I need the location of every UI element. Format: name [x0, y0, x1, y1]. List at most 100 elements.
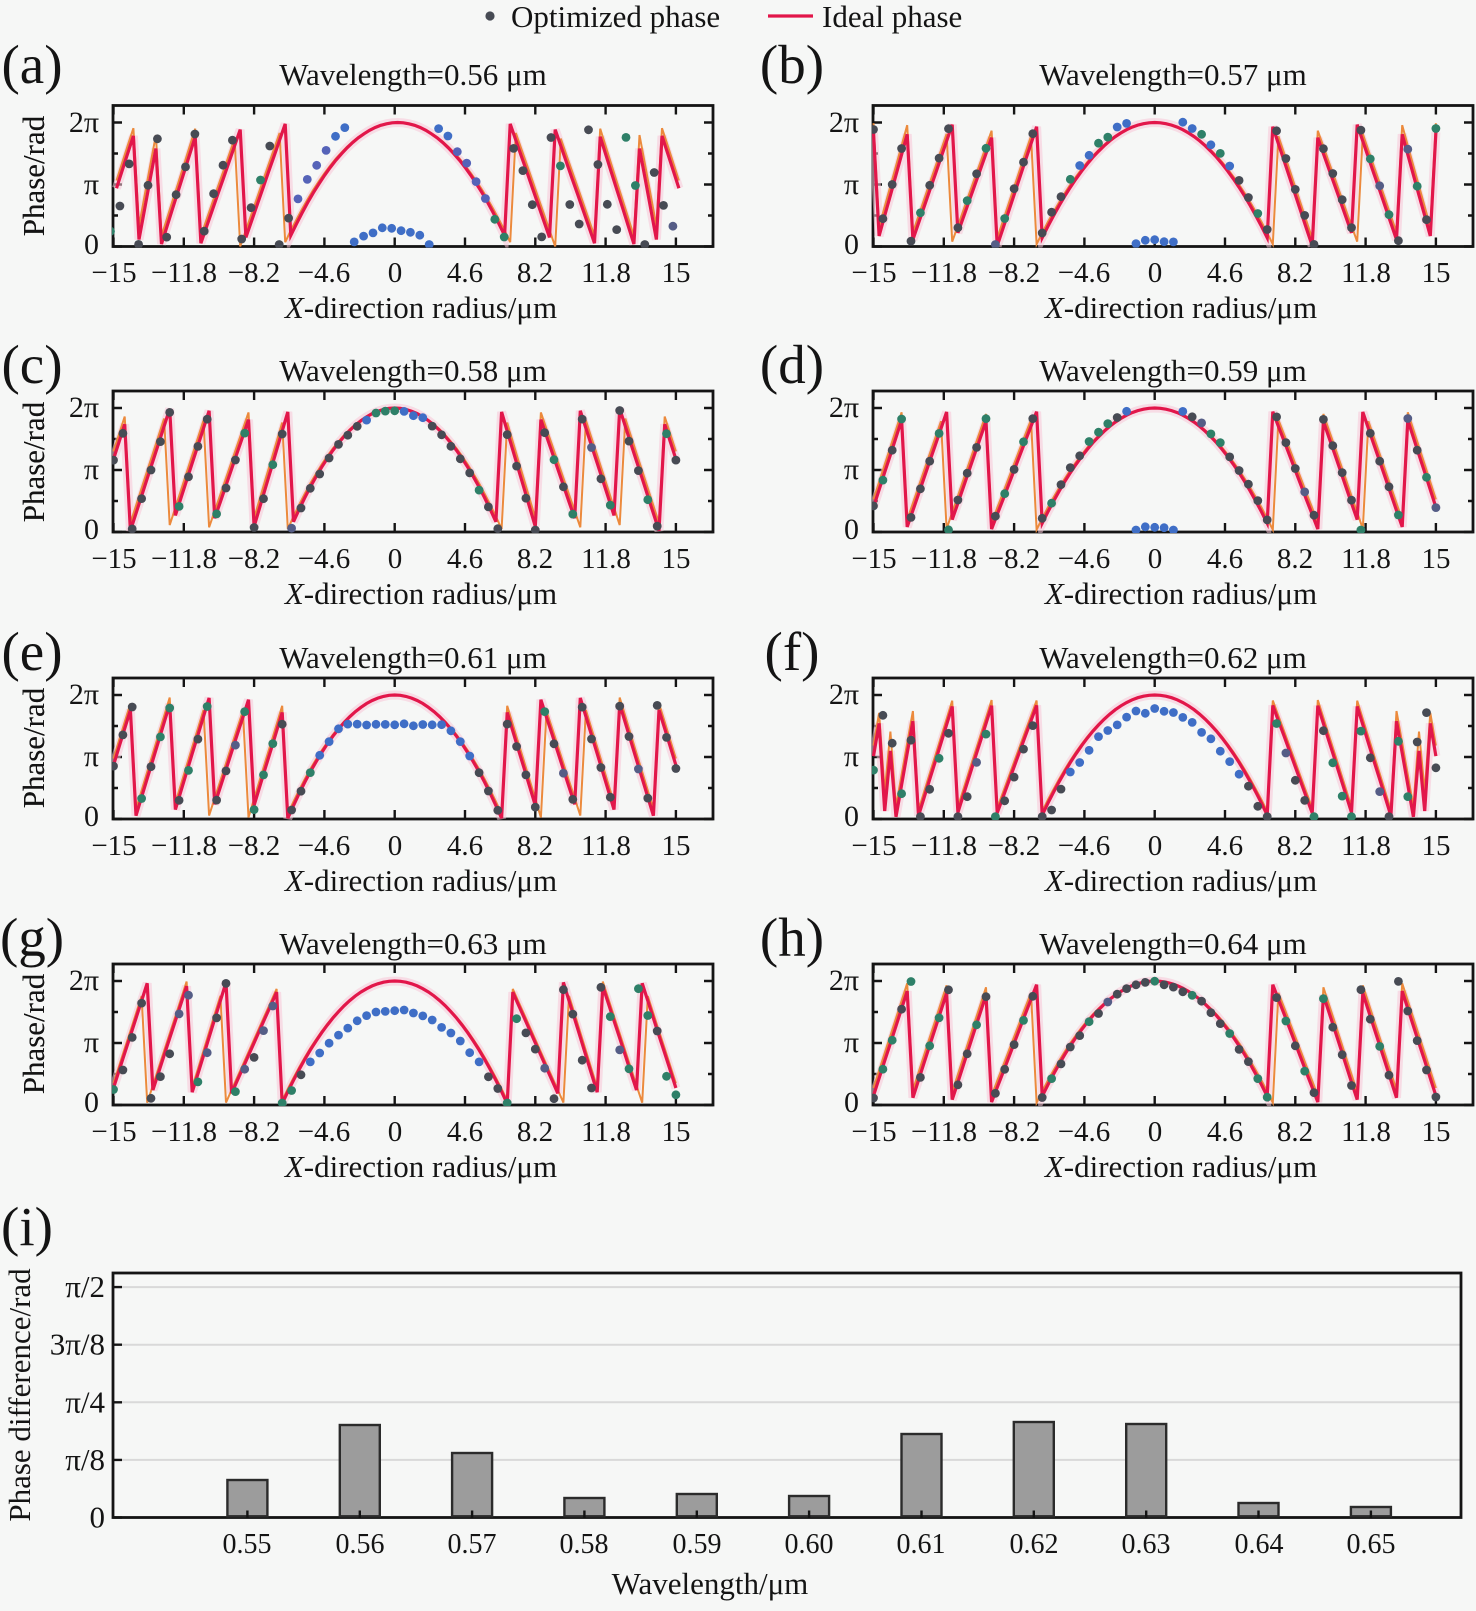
svg-text:2π: 2π: [69, 678, 99, 711]
svg-text:0: 0: [388, 257, 403, 289]
svg-text:π: π: [844, 168, 859, 201]
svg-text:0.56: 0.56: [336, 1529, 385, 1560]
svg-text:π: π: [844, 1026, 859, 1059]
svg-text:−11.8: −11.8: [911, 1116, 977, 1148]
svg-text:2π: 2π: [829, 106, 859, 139]
svg-text:π: π: [844, 740, 859, 773]
svg-text:0: 0: [1148, 830, 1163, 862]
svg-text:−11.8: −11.8: [151, 543, 217, 575]
svg-text:0: 0: [1148, 543, 1163, 575]
svg-text:2π: 2π: [829, 964, 859, 997]
svg-text:4.6: 4.6: [447, 830, 483, 862]
svg-text:4.6: 4.6: [1207, 543, 1243, 575]
svg-text:−11.8: −11.8: [911, 830, 977, 862]
svg-text:2π: 2π: [69, 106, 99, 139]
svg-text:−4.6: −4.6: [298, 543, 351, 575]
svg-text:8.2: 8.2: [1277, 1116, 1313, 1148]
svg-text:Wavelength/μm: Wavelength/μm: [612, 1566, 809, 1601]
svg-text:(i): (i): [1, 1196, 53, 1257]
svg-text:2π: 2π: [69, 964, 99, 997]
svg-text:2π: 2π: [69, 391, 99, 424]
svg-text:11.8: 11.8: [581, 543, 631, 575]
svg-text:4.6: 4.6: [1207, 257, 1243, 289]
svg-text:(d): (d): [760, 334, 824, 395]
svg-text:4.6: 4.6: [447, 543, 483, 575]
svg-text:−15: −15: [91, 830, 136, 862]
svg-text:0: 0: [844, 1086, 859, 1119]
svg-text:Phase/rad: Phase/rad: [16, 687, 51, 808]
svg-text:8.2: 8.2: [517, 1116, 553, 1148]
svg-text:−4.6: −4.6: [1058, 257, 1111, 289]
svg-text:Wavelength=0.63 μm: Wavelength=0.63 μm: [279, 926, 547, 961]
svg-text:8.2: 8.2: [517, 830, 553, 862]
svg-text:15: 15: [662, 257, 691, 289]
svg-text:4.6: 4.6: [1207, 1116, 1243, 1148]
svg-text:(f): (f): [765, 621, 820, 682]
svg-text:Wavelength=0.59 μm: Wavelength=0.59 μm: [1039, 353, 1307, 388]
svg-text:π: π: [84, 168, 99, 201]
svg-text:11.8: 11.8: [1341, 257, 1391, 289]
svg-text:−4.6: −4.6: [298, 830, 351, 862]
svg-text:−15: −15: [851, 1116, 896, 1148]
svg-text:X-direction radius/μm: X-direction radius/μm: [1043, 576, 1317, 611]
svg-text:Phase/rad: Phase/rad: [16, 687, 51, 808]
svg-text:15: 15: [662, 1116, 691, 1148]
svg-text:0: 0: [84, 513, 99, 546]
svg-text:X-direction radius/μm: X-direction radius/μm: [1043, 1149, 1317, 1184]
svg-text:X-direction radius/μm: X-direction radius/μm: [1043, 863, 1317, 898]
svg-text:0: 0: [1148, 257, 1163, 289]
svg-text:0: 0: [844, 800, 859, 833]
svg-text:−8.2: −8.2: [988, 543, 1041, 575]
svg-text:0.60: 0.60: [785, 1529, 834, 1560]
svg-text:0.55: 0.55: [223, 1529, 272, 1560]
svg-text:11.8: 11.8: [1341, 830, 1391, 862]
svg-text:Optimized phase: Optimized phase: [511, 0, 720, 34]
svg-text:Phase/rad: Phase/rad: [16, 973, 51, 1094]
svg-text:Ideal phase: Ideal phase: [822, 0, 962, 34]
svg-text:π: π: [84, 1026, 99, 1059]
svg-text:Wavelength=0.57 μm: Wavelength=0.57 μm: [1039, 57, 1307, 92]
svg-text:−15: −15: [851, 257, 896, 289]
svg-text:0.62: 0.62: [1010, 1529, 1059, 1560]
svg-text:0: 0: [1148, 1116, 1163, 1148]
svg-text:11.8: 11.8: [581, 1116, 631, 1148]
svg-text:0.63: 0.63: [1122, 1529, 1171, 1560]
svg-text:−11.8: −11.8: [151, 830, 217, 862]
svg-text:−15: −15: [91, 1116, 136, 1148]
svg-text:X-direction radius/μm: X-direction radius/μm: [283, 576, 557, 611]
svg-text:0: 0: [388, 830, 403, 862]
svg-text:0: 0: [84, 1086, 99, 1119]
svg-text:0.58: 0.58: [560, 1529, 609, 1560]
svg-text:(a): (a): [1, 34, 62, 95]
svg-text:15: 15: [1422, 543, 1451, 575]
svg-text:X-direction radius/μm: X-direction radius/μm: [1043, 290, 1317, 325]
svg-text:−15: −15: [91, 257, 136, 289]
svg-text:0.61: 0.61: [897, 1529, 946, 1560]
svg-text:−11.8: −11.8: [911, 543, 977, 575]
svg-text:X-direction radius/μm: X-direction radius/μm: [283, 1149, 557, 1184]
svg-text:8.2: 8.2: [1277, 830, 1313, 862]
svg-text:−8.2: −8.2: [988, 257, 1041, 289]
svg-text:0.64: 0.64: [1235, 1529, 1284, 1560]
svg-text:0: 0: [388, 543, 403, 575]
svg-text:8.2: 8.2: [1277, 257, 1313, 289]
svg-text:−15: −15: [91, 543, 136, 575]
svg-text:−8.2: −8.2: [988, 1116, 1041, 1148]
svg-text:−11.8: −11.8: [911, 257, 977, 289]
svg-text:0: 0: [844, 228, 859, 261]
svg-text:0: 0: [84, 228, 99, 261]
svg-text:15: 15: [662, 543, 691, 575]
svg-text:−8.2: −8.2: [228, 257, 281, 289]
svg-text:2π: 2π: [829, 391, 859, 424]
svg-text:Wavelength=0.58 μm: Wavelength=0.58 μm: [279, 353, 547, 388]
svg-text:Phase/rad: Phase/rad: [16, 973, 51, 1094]
svg-text:−15: −15: [851, 830, 896, 862]
svg-text:2π: 2π: [829, 678, 859, 711]
svg-text:Phase/rad: Phase/rad: [16, 115, 51, 236]
svg-text:11.8: 11.8: [1341, 543, 1391, 575]
svg-text:−4.6: −4.6: [1058, 1116, 1111, 1148]
svg-text:(h): (h): [760, 907, 824, 968]
svg-text:(b): (b): [760, 34, 824, 95]
svg-text:0.59: 0.59: [673, 1529, 722, 1560]
svg-text:(g): (g): [0, 907, 64, 968]
